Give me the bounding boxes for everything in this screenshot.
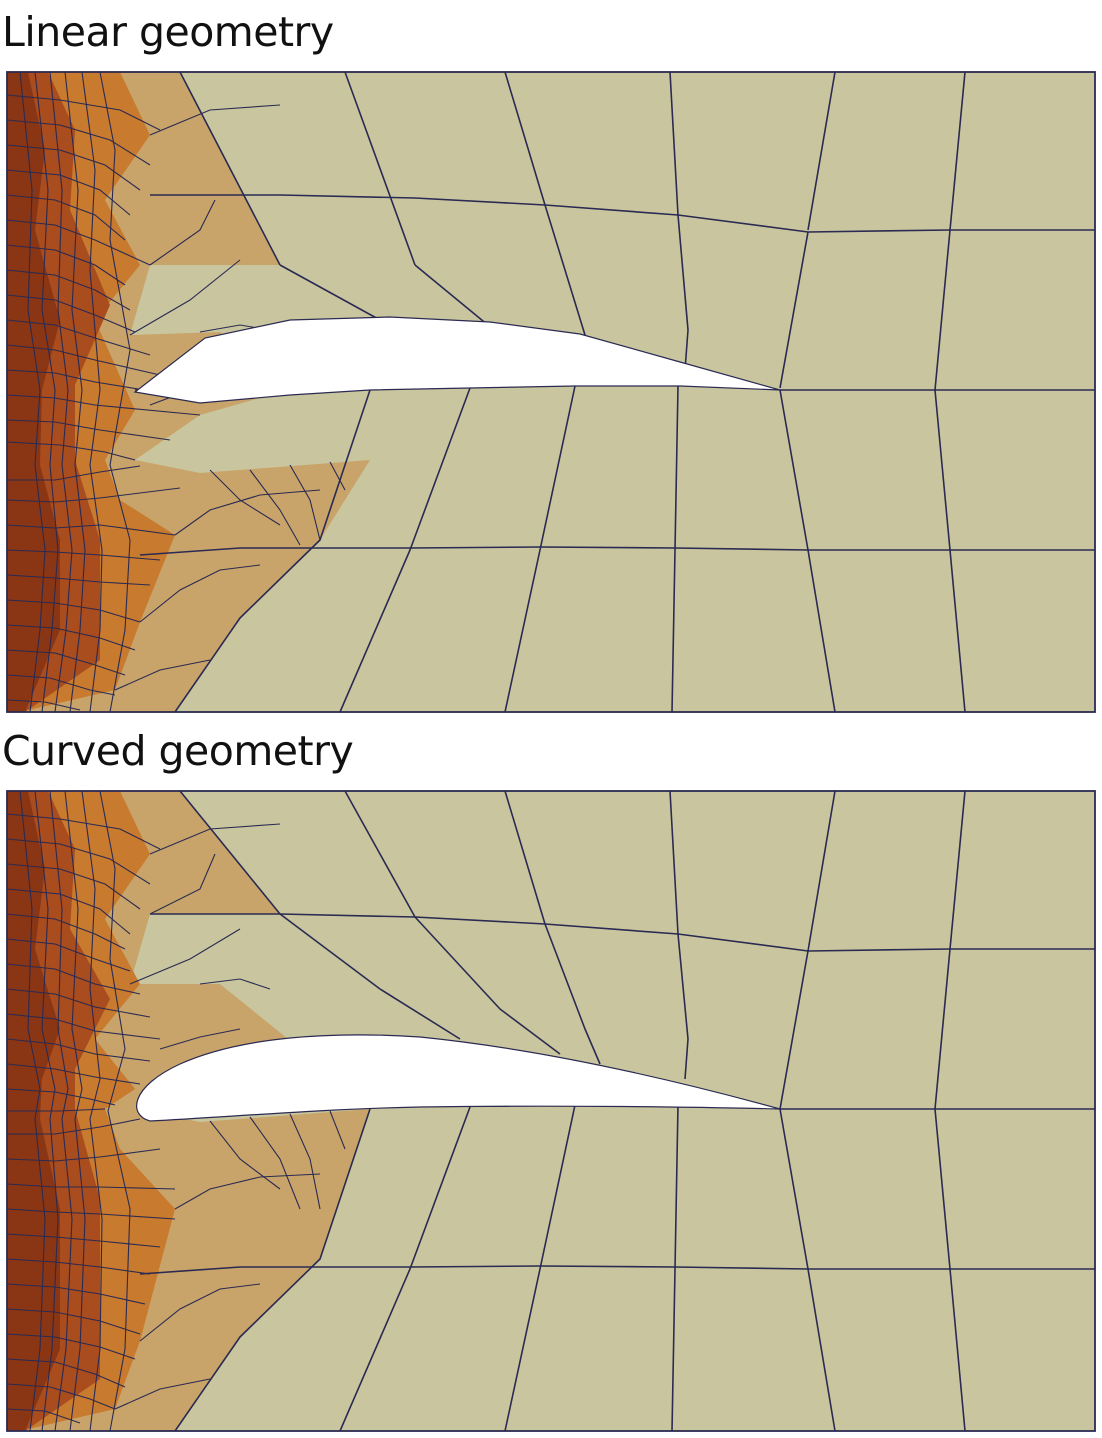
- fine-mesh-lines: [6, 71, 346, 713]
- mesh-domain-frame: [6, 71, 1096, 713]
- linear-geometry-mesh: [6, 71, 1096, 713]
- airfoil-linear: [133, 316, 781, 404]
- coarse-mesh-lines: [139, 790, 1095, 1432]
- fine-mesh-lines: [6, 790, 346, 1432]
- panel-title-linear: Linear geometry: [2, 8, 334, 56]
- panel-title-curved: Curved geometry: [2, 727, 354, 775]
- mesh-domain-frame: [6, 790, 1096, 1432]
- curved-geometry-mesh: [6, 790, 1096, 1432]
- airfoil-curved: [136, 1034, 781, 1122]
